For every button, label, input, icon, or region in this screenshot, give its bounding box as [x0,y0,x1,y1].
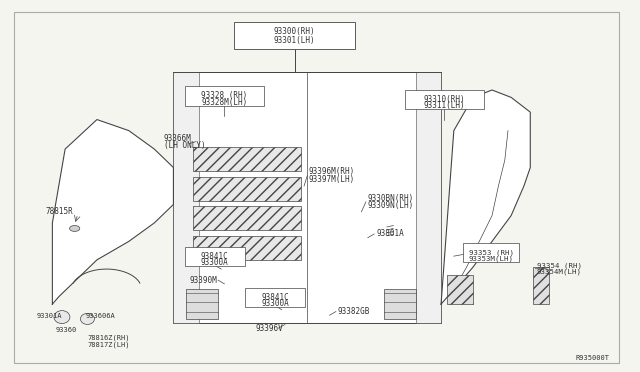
Bar [534,267,549,304]
Text: (LH ONLY): (LH ONLY) [164,141,205,150]
Text: 93328M(LH): 93328M(LH) [202,98,248,107]
FancyBboxPatch shape [234,22,355,49]
Text: 78817Z(LH): 78817Z(LH) [88,341,130,348]
FancyBboxPatch shape [246,288,305,307]
Text: 93354M(LH): 93354M(LH) [537,269,582,275]
Text: 93396V: 93396V [255,324,283,333]
Text: 93382GB: 93382GB [337,307,369,316]
Ellipse shape [54,311,70,324]
Bar [186,289,218,319]
Bar [415,71,441,323]
Text: 93353 (RH): 93353 (RH) [469,250,514,256]
Text: 93311(LH): 93311(LH) [424,102,465,110]
Text: 93841C: 93841C [262,293,289,302]
Text: 93353M(LH): 93353M(LH) [469,256,514,262]
Bar [193,236,301,260]
Text: 93354 (RH): 93354 (RH) [537,262,582,269]
Text: 93301A: 93301A [36,313,62,319]
Bar [193,177,301,201]
Text: 9330BN(RH): 9330BN(RH) [368,194,414,203]
Bar [173,71,441,323]
Bar [384,289,415,319]
Text: 93309N(LH): 93309N(LH) [368,201,414,210]
Text: 93300A: 93300A [262,299,289,308]
FancyBboxPatch shape [185,86,264,106]
FancyBboxPatch shape [185,247,245,266]
Text: 78816Z(RH): 78816Z(RH) [88,334,130,341]
Bar [193,147,301,171]
Polygon shape [441,90,531,304]
Text: 93300(RH): 93300(RH) [274,27,316,36]
Text: 93397M(LH): 93397M(LH) [308,175,355,184]
Text: 933606A: 933606A [86,313,115,319]
Text: R935000T: R935000T [576,355,610,361]
FancyBboxPatch shape [463,243,520,262]
Text: 93841C: 93841C [201,252,228,261]
Text: 93396M(RH): 93396M(RH) [308,167,355,176]
Polygon shape [52,119,173,304]
Text: 93801A: 93801A [376,230,404,238]
Text: 93328 (RH): 93328 (RH) [202,92,248,100]
Bar [447,275,473,304]
Text: 93366M: 93366M [164,134,191,142]
Text: 78815R: 78815R [46,207,74,217]
FancyBboxPatch shape [404,90,484,109]
Text: 93390M: 93390M [189,276,217,285]
Text: 93310(RH): 93310(RH) [424,95,465,104]
Text: 93360: 93360 [56,327,77,333]
Bar [173,71,199,323]
Text: 93300A: 93300A [201,258,228,267]
Bar [193,206,301,230]
Text: 93301(LH): 93301(LH) [274,36,316,45]
FancyBboxPatch shape [14,13,620,363]
Circle shape [70,225,80,231]
Ellipse shape [81,313,95,324]
